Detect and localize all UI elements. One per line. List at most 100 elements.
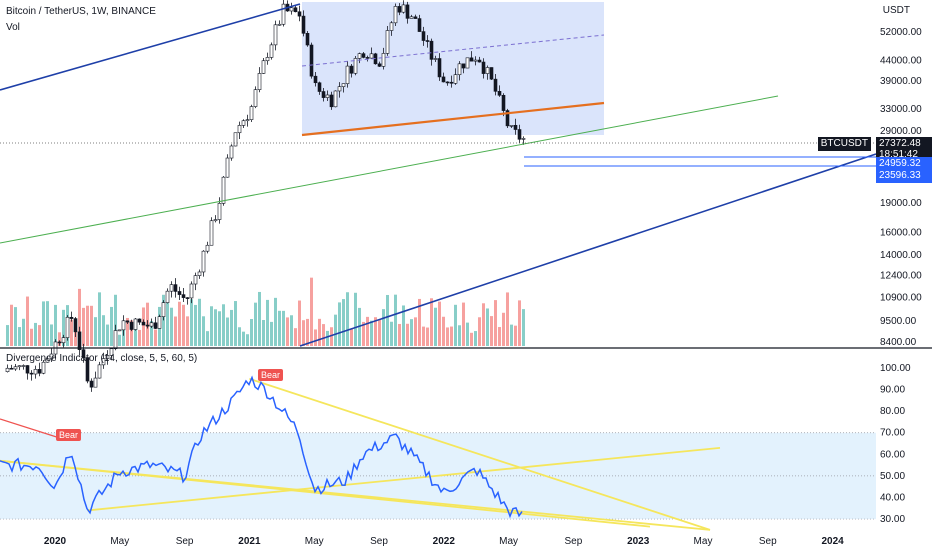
indicator-tick-label: 50.00 [880, 471, 905, 482]
candle-body [261, 60, 266, 74]
volume-bar [282, 310, 285, 346]
volume-bar [142, 307, 145, 346]
candle-body [245, 119, 250, 122]
volume-bar [418, 298, 421, 346]
price-tick-label: 39000.00 [880, 76, 922, 87]
volume-bar [170, 307, 173, 346]
candle-body [101, 358, 106, 366]
candle-body [449, 81, 454, 84]
candle-body [409, 16, 414, 19]
candle-body [225, 157, 230, 178]
indicator-tick-label: 100.00 [880, 363, 911, 374]
volume-bar [234, 301, 237, 346]
volume-bar [274, 297, 277, 346]
candle-body [485, 67, 490, 74]
time-tick-label: May [694, 536, 713, 547]
candle-body [257, 73, 262, 90]
candle-body [509, 125, 514, 127]
candle-body [381, 53, 386, 67]
candle-body [421, 31, 426, 41]
candle-body [205, 244, 210, 252]
time-tick-label: 2022 [433, 536, 456, 547]
volume-bar [522, 309, 525, 346]
candle-body [405, 4, 410, 19]
candle-body [229, 145, 234, 159]
volume-bar [406, 323, 409, 346]
indicator-tick-label: 90.00 [880, 385, 905, 396]
volume-bar [202, 316, 205, 346]
volume-bar [362, 321, 365, 346]
candle-body [125, 320, 130, 323]
candle-body [153, 322, 158, 329]
price-tick-label: 10900.00 [880, 293, 922, 304]
volume-bar [98, 292, 101, 346]
candle-body [325, 94, 330, 98]
candle-body [81, 349, 86, 358]
candle-body [177, 291, 182, 295]
volume-bar [250, 319, 253, 346]
candle-body [9, 367, 14, 370]
volume-bar [14, 307, 17, 346]
candle-body [433, 58, 438, 60]
candle-body [169, 284, 174, 292]
green-trendline [0, 95, 779, 244]
volume-bar [258, 291, 261, 346]
price-tick-label: 14000.00 [880, 250, 922, 261]
candle-body [97, 364, 102, 379]
candle-body [233, 132, 238, 147]
indicator-tick-label: 40.00 [880, 492, 905, 503]
volume-bar [246, 334, 249, 346]
volume-bar [506, 292, 509, 346]
candle-body [473, 59, 478, 62]
volume-bar [514, 325, 517, 346]
time-axis-ticks: 2020 May Sep 2021 May Sep 2022 May Sep 2023 May Sep… [44, 536, 844, 547]
volume-bar [134, 328, 137, 346]
candle-body [305, 33, 310, 46]
volume-bar [186, 316, 189, 346]
candle-body [133, 318, 138, 330]
time-tick-label: May [499, 536, 518, 547]
volume-bar [34, 322, 37, 346]
volume-bar [126, 317, 129, 346]
yellow-trendline [87, 446, 721, 512]
candle-body [137, 318, 142, 323]
candle-body [17, 365, 22, 368]
candle-body [5, 367, 10, 372]
volume-bar [38, 325, 41, 346]
volume-bar [218, 311, 221, 346]
candle-body [213, 219, 218, 222]
volume-bar [446, 327, 449, 346]
price-tick-label: 52000.00 [880, 27, 922, 38]
candle-body [181, 294, 186, 298]
time-tick-label: May [305, 536, 324, 547]
orange-trendline [301, 101, 605, 137]
volume-bar [498, 327, 501, 346]
volume-bar [342, 299, 345, 346]
volume-bar [410, 319, 413, 346]
volume-bar [86, 305, 89, 346]
volume-bar [230, 309, 233, 346]
volume-bar [322, 324, 325, 346]
candle-body [165, 290, 170, 303]
volume-bar [374, 317, 377, 346]
candle-body [57, 341, 62, 344]
candle-body [513, 125, 518, 130]
dashed-midline [301, 34, 605, 67]
price-unit-label: USDT [882, 5, 910, 16]
volume-bar [306, 318, 309, 346]
candle-body [221, 176, 226, 204]
candle-body [445, 81, 450, 84]
candle-body [353, 58, 358, 74]
price-tick-label: 19000.00 [880, 198, 922, 209]
volume-bar [510, 324, 513, 346]
candle-body [45, 358, 50, 363]
candle-body [93, 377, 98, 388]
candle-body [281, 3, 286, 25]
volume-bar [478, 317, 481, 346]
candle-body [157, 316, 162, 329]
volume-bar [82, 307, 85, 346]
candle-body [141, 321, 146, 326]
volume-bar [138, 329, 141, 346]
volume-bar [174, 316, 177, 346]
volume-bar [354, 292, 357, 346]
